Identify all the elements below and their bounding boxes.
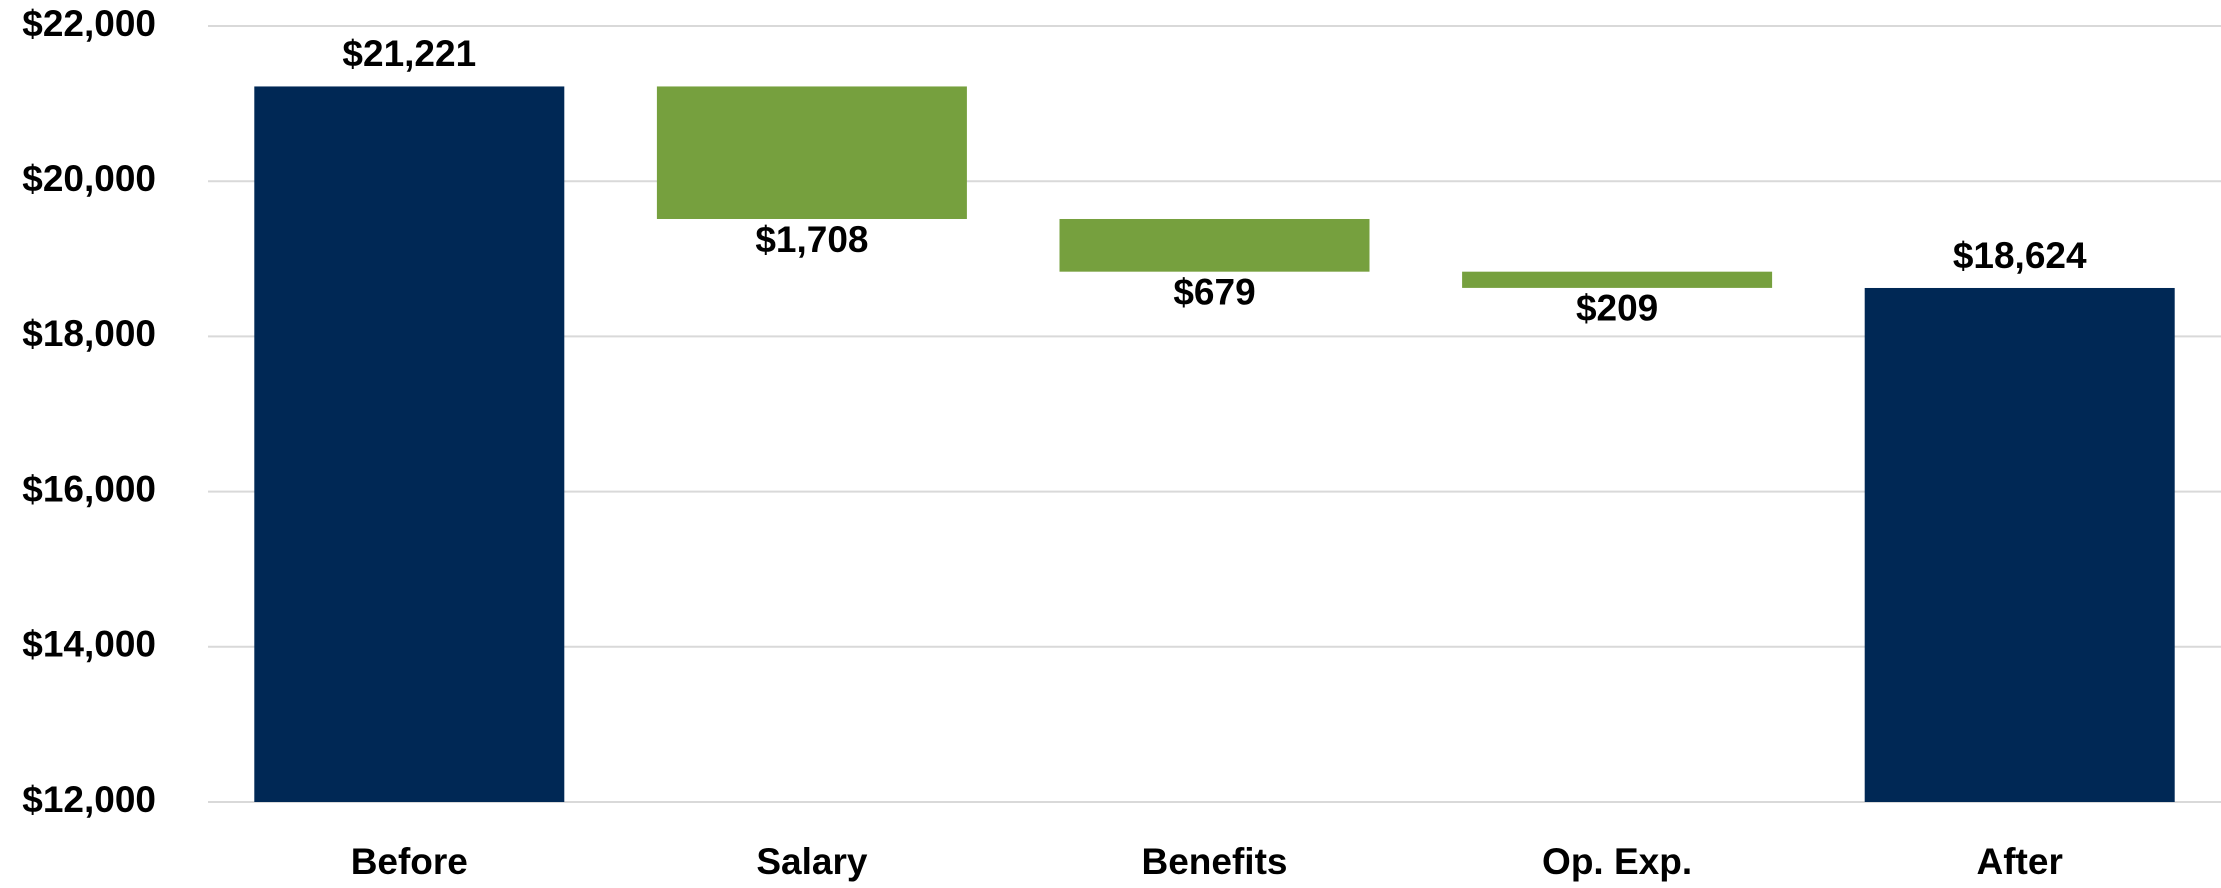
y-tick-label: $18,000 <box>22 313 156 354</box>
bar <box>656 86 967 219</box>
y-tick-label: $12,000 <box>22 779 156 820</box>
data-label: $1,708 <box>755 219 868 260</box>
bar <box>1059 218 1370 272</box>
y-tick-label: $14,000 <box>22 624 156 665</box>
x-tick-label: Before <box>351 841 468 882</box>
bar <box>254 86 565 803</box>
data-label: $18,624 <box>1953 235 2087 276</box>
data-label: $679 <box>1173 271 1255 312</box>
data-label: $209 <box>1576 288 1658 329</box>
data-label: $21,221 <box>342 33 476 74</box>
x-tick-label: Salary <box>756 841 868 882</box>
y-tick-label: $16,000 <box>22 468 156 509</box>
x-tick-label: After <box>1977 841 2063 882</box>
x-tick-label: Op. Exp. <box>1542 841 1692 882</box>
x-tick-label: Benefits <box>1142 841 1288 882</box>
bar <box>1462 271 1773 288</box>
bar <box>1864 287 2175 802</box>
y-tick-label: $22,000 <box>22 3 156 44</box>
y-tick-label: $20,000 <box>22 158 156 199</box>
